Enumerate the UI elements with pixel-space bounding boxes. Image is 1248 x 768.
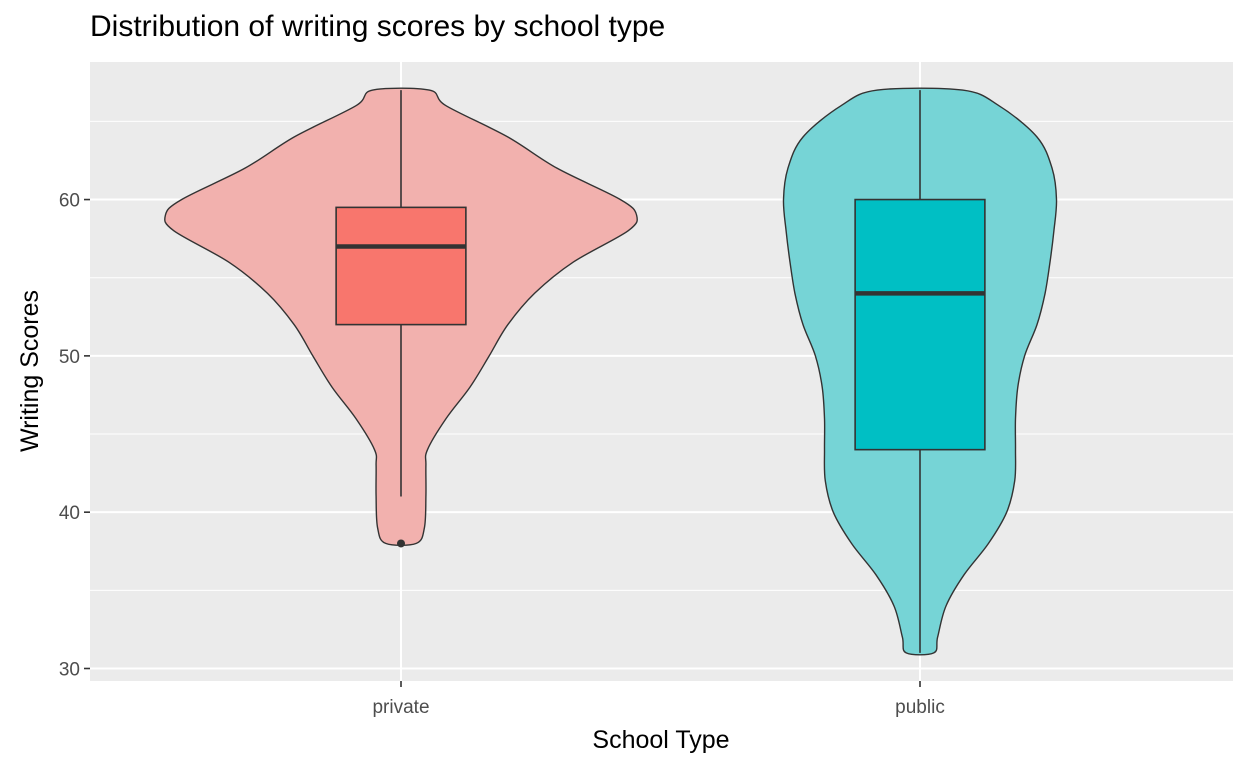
y-axis-title: Writing Scores xyxy=(16,290,44,452)
box-private xyxy=(335,206,467,326)
box-public xyxy=(854,198,986,451)
boxplots xyxy=(335,90,986,653)
y-tick-label: 50 xyxy=(59,347,80,368)
y-axis: 30 40 50 60 xyxy=(59,191,90,680)
x-axis: private public xyxy=(372,681,945,718)
x-tick-label-private: private xyxy=(372,697,429,718)
y-tick-label: 40 xyxy=(59,503,80,524)
y-tick-label: 30 xyxy=(59,659,80,680)
x-tick-label-public: public xyxy=(895,697,945,718)
chart-title: Distribution of writing scores by school… xyxy=(90,10,666,43)
plot-panel xyxy=(90,62,1233,681)
x-axis-title: School Type xyxy=(592,726,729,754)
y-tick-label: 60 xyxy=(59,191,80,212)
outlier-point-private xyxy=(397,539,405,548)
